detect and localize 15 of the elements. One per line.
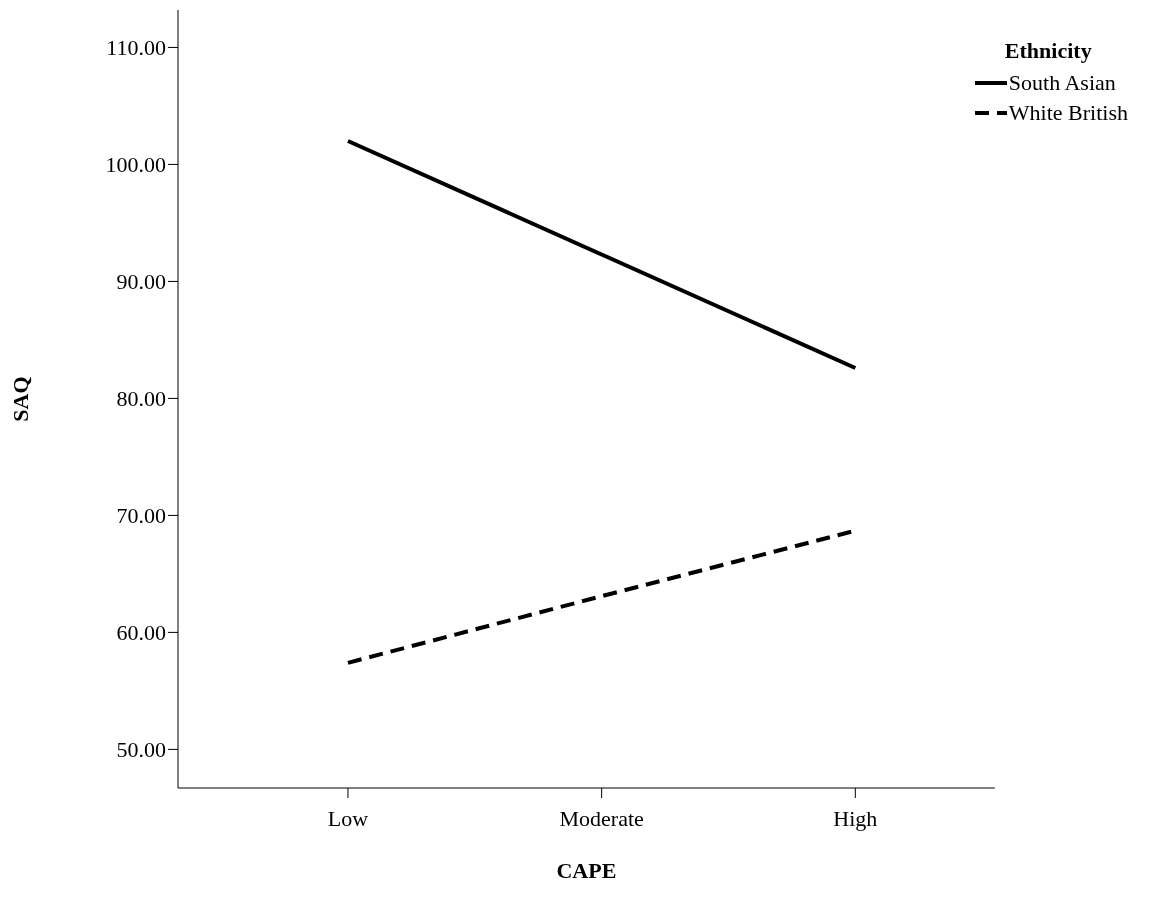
- legend-label: White British: [1008, 100, 1128, 126]
- y-axis-title: SAQ: [7, 376, 33, 422]
- x-axis-title: CAPE: [556, 858, 617, 883]
- x-tick-label: High: [833, 805, 878, 831]
- y-tick-label: 90.00: [116, 269, 166, 295]
- x-tick-label: Low: [327, 805, 369, 831]
- y-tick-label: 80.00: [116, 386, 166, 412]
- y-tick-label: 50.00: [116, 737, 166, 763]
- y-tick-label: 70.00: [116, 503, 166, 529]
- y-tick-label: 100.00: [105, 152, 166, 178]
- legend-label: South Asian: [1008, 70, 1116, 96]
- legend-title: Ethnicity: [1004, 38, 1093, 64]
- y-tick-label: 110.00: [106, 35, 166, 61]
- x-tick-label: Moderate: [559, 805, 644, 831]
- y-tick-label: 60.00: [116, 620, 166, 646]
